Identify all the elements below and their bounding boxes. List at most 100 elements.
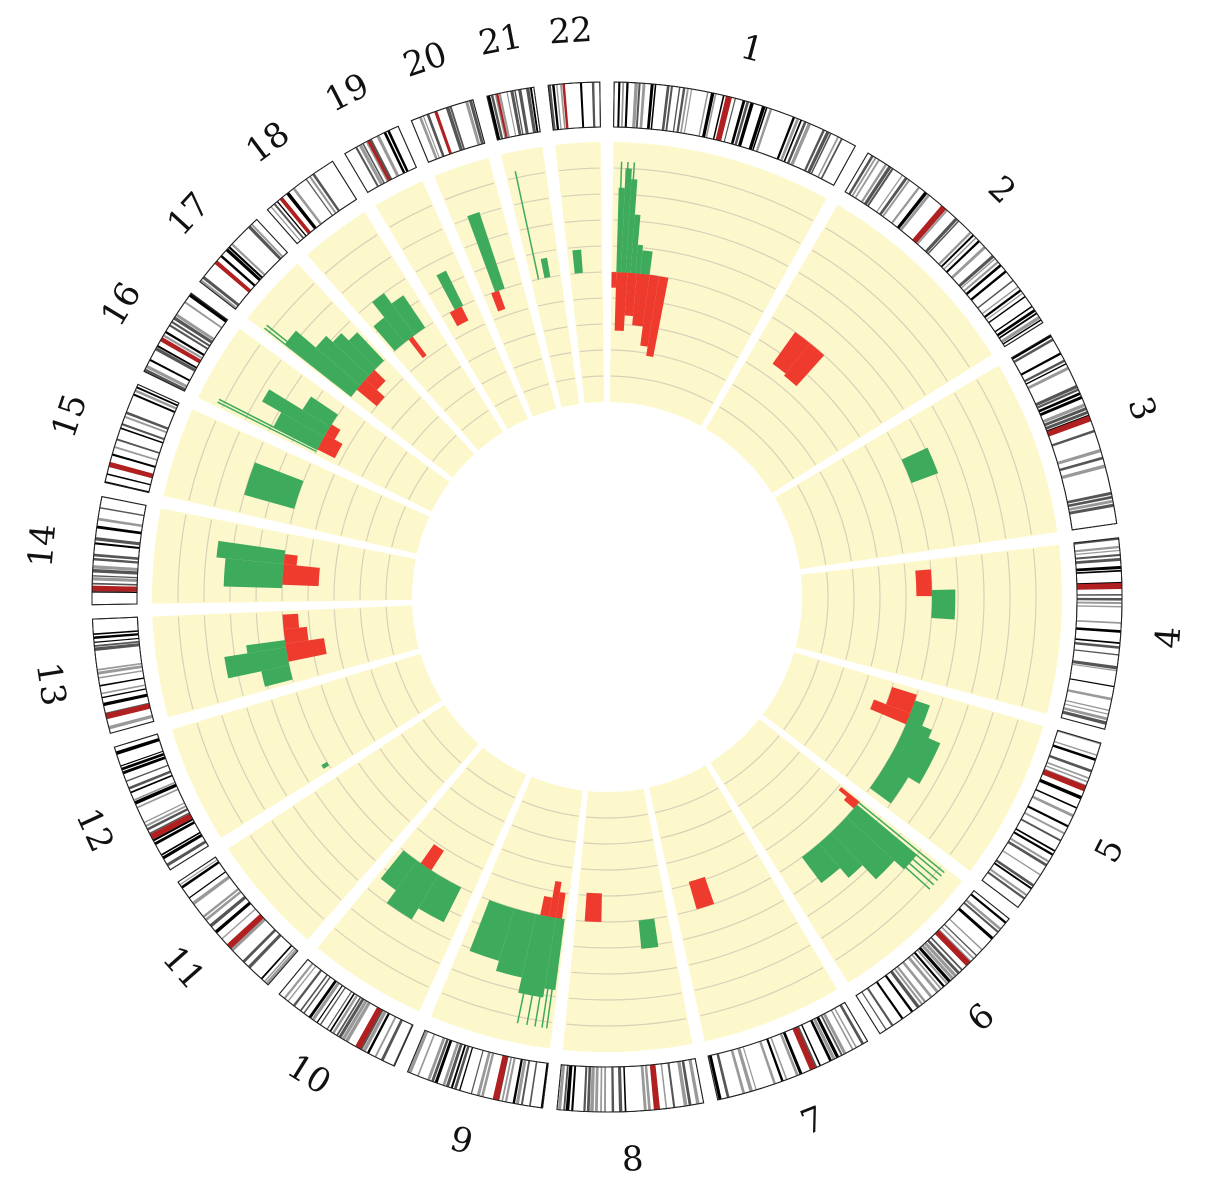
band-chr6 [907, 956, 939, 993]
chromosome-label-12: 12 [67, 802, 121, 858]
band-chr8 [623, 1066, 627, 1112]
band-chr10 [332, 994, 359, 1034]
gain-spike-chr1-1 [621, 161, 629, 273]
loss-block-chr18-0 [408, 336, 427, 359]
loss-block-chr1-5 [646, 276, 669, 358]
band-chr15 [116, 438, 160, 454]
track-grid-chr10 [351, 908, 440, 965]
chromosome-label-22: 22 [548, 10, 594, 53]
centromere-chr3 [1046, 415, 1092, 437]
loss-block-chr13-0 [285, 638, 327, 662]
band-chr1 [701, 92, 715, 138]
loss-block-chr5-1 [870, 699, 911, 725]
band-chr10 [316, 985, 343, 1023]
track-grid-chr5 [928, 712, 994, 840]
band-chr1 [776, 116, 796, 160]
gain-block-chr21-0 [540, 257, 551, 279]
band-chr5 [1039, 778, 1082, 800]
band-chr4 [1076, 569, 1122, 574]
gain-block-chr14-0 [223, 558, 284, 589]
band-chr14 [92, 591, 138, 593]
band-chr1 [780, 118, 800, 161]
band-chr2 [879, 177, 908, 216]
ideogram-outline-chr13 [91, 616, 155, 734]
band-chr3 [1043, 407, 1087, 427]
band-chr16 [164, 330, 205, 356]
chromosome-label-19: 19 [319, 65, 376, 120]
track-grid-chr11 [379, 748, 428, 803]
band-chr2 [890, 186, 921, 224]
track-bg-chr7 [648, 765, 838, 1042]
band-chr3 [1011, 334, 1052, 360]
gain-block-chr5-1 [904, 720, 932, 740]
band-chr1 [730, 100, 746, 145]
band-chr9 [476, 1051, 491, 1097]
loss-block-chr1-2 [624, 272, 637, 317]
band-chr3 [1069, 503, 1115, 515]
track-grid-chr8 [581, 864, 658, 871]
band-chr12 [162, 833, 203, 860]
track-grid-chr8 [573, 941, 672, 949]
track-grid-chr1 [614, 167, 814, 222]
gain-spike-chr16-1 [218, 398, 318, 451]
track-grid-chr16 [408, 466, 429, 500]
track-grid-chr18 [427, 365, 462, 392]
track-grid-chr8 [576, 915, 668, 923]
track-grid-chr13 [177, 616, 194, 710]
band-chr20 [426, 113, 445, 157]
chromosome-label-6: 6 [960, 995, 1003, 1039]
chromosome-label-8: 8 [621, 1139, 644, 1180]
band-chr21 [525, 87, 537, 133]
band-chr13 [101, 688, 147, 699]
band-chr6 [921, 944, 954, 980]
gain-block-chr15-0 [244, 462, 304, 509]
band-chr3 [1059, 456, 1104, 472]
band-chr9 [515, 1059, 527, 1105]
band-chr13 [100, 684, 146, 695]
band-chr5 [1009, 837, 1050, 863]
band-chr2 [896, 191, 928, 229]
track-grid-chr21 [508, 171, 545, 181]
gain-block-chr13-1 [224, 647, 290, 679]
chromosome-label-2: 2 [980, 168, 1023, 212]
band-chr10 [292, 969, 323, 1007]
centromere-chr9 [492, 1055, 509, 1101]
band-chr8 [586, 1066, 592, 1112]
track-bg-chr2 [705, 204, 993, 494]
track-grid-chr5 [908, 704, 969, 824]
band-chr1 [712, 95, 725, 140]
chromosome-label-11: 11 [154, 939, 213, 998]
band-chr4 [1076, 619, 1122, 624]
track-grid-chr17 [288, 301, 333, 350]
band-chr8 [565, 1065, 573, 1111]
band-chr20 [445, 106, 463, 151]
band-chr2 [924, 217, 958, 253]
band-chr15 [111, 453, 156, 468]
band-chr13 [94, 643, 140, 651]
band-chr13 [98, 670, 143, 679]
band-chr9 [453, 1045, 470, 1090]
chromosome-label-14: 14 [20, 522, 64, 569]
band-chr9 [417, 1033, 436, 1077]
band-chr8 [617, 1066, 623, 1112]
loss-block-chr17-1 [365, 369, 386, 391]
track-grid-chr12 [295, 692, 332, 769]
track-grid-chr8 [568, 992, 682, 1001]
gain-spike-chr9-0 [545, 918, 563, 1029]
band-chr2 [876, 174, 903, 213]
track-grid-chr3 [954, 392, 1007, 539]
track-grid-chr19 [481, 370, 507, 385]
band-chr1 [617, 82, 621, 128]
ideogram-ring [91, 81, 1123, 1113]
track-bg-chr21 [500, 146, 580, 408]
band-chr1 [786, 121, 807, 164]
gain-spike-chr1-0 [617, 161, 623, 273]
band-chr6 [902, 961, 933, 998]
band-chr14 [92, 575, 138, 579]
band-chr4 [1063, 707, 1108, 721]
gain-block-chr18-1 [372, 293, 415, 343]
band-chr16 [188, 293, 228, 323]
band-chr11 [209, 895, 247, 928]
band-chr4 [1076, 565, 1122, 572]
track-grid-chr5 [804, 667, 845, 746]
